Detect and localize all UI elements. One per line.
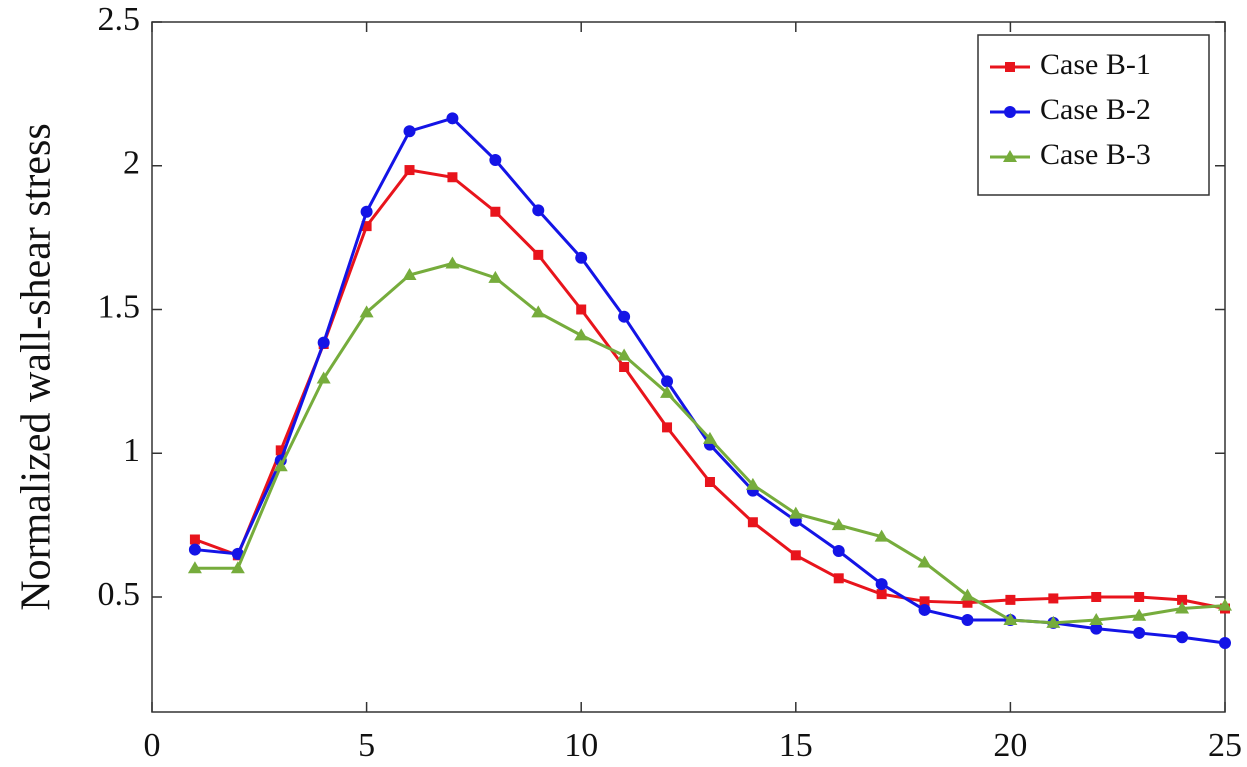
marker (660, 385, 675, 398)
marker (617, 348, 632, 361)
legend-label: Case B-2 (1040, 93, 1151, 126)
marker (533, 249, 544, 260)
x-tick-label: 10 (564, 727, 598, 764)
marker (1089, 613, 1104, 625)
marker (576, 304, 587, 315)
x-tick-label: 5 (358, 727, 375, 764)
legend-label: Case B-1 (1040, 48, 1151, 81)
marker (490, 206, 501, 217)
marker (745, 477, 760, 490)
marker (316, 371, 331, 384)
marker (1219, 637, 1231, 649)
marker (1134, 592, 1145, 602)
legend-marker (1004, 106, 1016, 118)
marker (1133, 626, 1146, 639)
marker (619, 362, 630, 372)
y-tick-label: 2 (123, 145, 140, 182)
marker (1177, 594, 1188, 605)
legend-marker (1003, 150, 1017, 162)
marker (361, 221, 372, 232)
marker (447, 172, 458, 183)
legend-label: Case B-3 (1040, 138, 1151, 171)
marker (874, 529, 889, 542)
marker (662, 422, 673, 433)
legend-marker (1005, 62, 1015, 72)
marker (917, 555, 932, 568)
marker (189, 534, 200, 545)
x-tick-label: 0 (144, 727, 161, 764)
marker (918, 603, 931, 616)
marker (1005, 594, 1016, 605)
marker (960, 588, 975, 601)
x-tick-label: 15 (779, 727, 813, 764)
marker (446, 112, 459, 125)
marker (404, 165, 415, 176)
marker (1090, 622, 1103, 635)
series-line (194, 116, 1226, 645)
marker (919, 596, 930, 607)
marker (403, 125, 416, 138)
marker (1046, 615, 1061, 628)
marker (704, 477, 715, 487)
marker (231, 547, 244, 560)
y-tick-label: 0.5 (98, 576, 141, 613)
marker (747, 517, 758, 528)
marker (445, 256, 460, 269)
marker (876, 589, 887, 600)
y-tick-label: 1.5 (98, 288, 141, 325)
marker (532, 204, 545, 217)
marker (618, 310, 631, 323)
marker (574, 328, 589, 341)
marker (1048, 593, 1059, 604)
marker (788, 506, 803, 519)
marker (275, 445, 286, 456)
series-line (194, 168, 1226, 610)
marker (273, 459, 288, 472)
marker (1218, 598, 1232, 611)
marker (961, 614, 974, 626)
marker (1091, 592, 1102, 602)
marker (962, 597, 973, 608)
marker (317, 336, 330, 349)
marker (1176, 631, 1189, 644)
marker (359, 305, 374, 318)
marker (832, 545, 845, 557)
legend-box (977, 34, 1210, 196)
marker (489, 154, 502, 166)
x-tick-label: 25 (1208, 727, 1242, 764)
marker (1175, 601, 1190, 614)
marker (187, 561, 202, 574)
plot-frame (151, 21, 1226, 713)
marker (790, 550, 801, 561)
marker (188, 543, 201, 556)
marker (875, 578, 888, 591)
y-tick-label: 2.5 (98, 1, 141, 38)
marker (1003, 613, 1018, 625)
marker (360, 205, 373, 218)
marker (831, 518, 846, 531)
marker (230, 561, 245, 574)
marker (575, 251, 588, 264)
marker (488, 270, 503, 283)
marker (702, 431, 717, 444)
marker (833, 573, 844, 584)
y-tick-label: 1 (123, 432, 140, 469)
marker (402, 268, 417, 280)
marker (661, 375, 674, 388)
y-axis-label: Normalized wall-shear stress (14, 123, 60, 611)
x-tick-label: 20 (993, 727, 1027, 764)
marker (531, 305, 546, 318)
marker (1132, 608, 1147, 621)
